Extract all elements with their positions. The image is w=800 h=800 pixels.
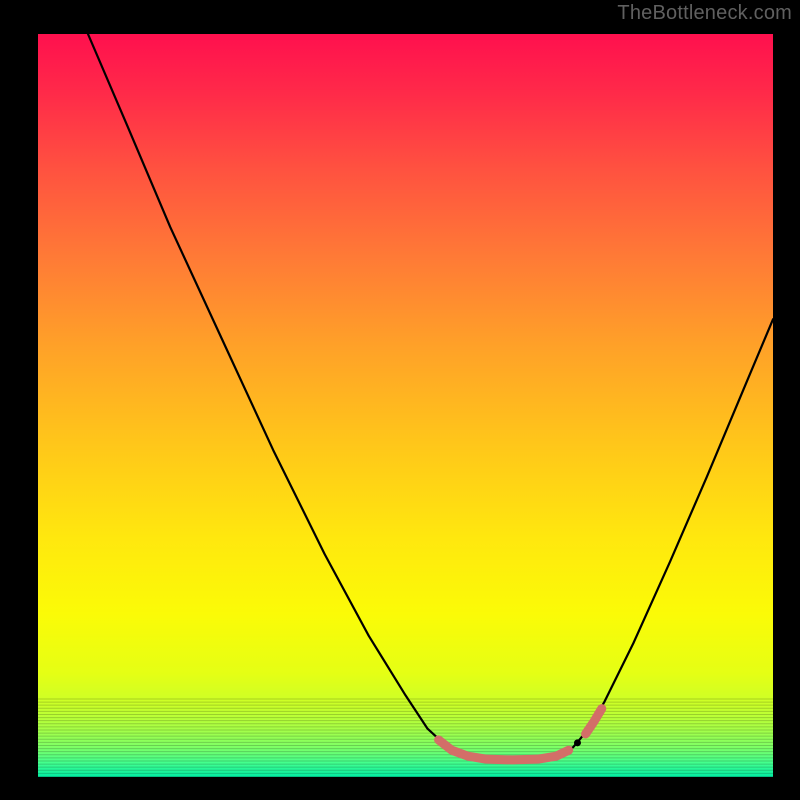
- chart-frame: TheBottleneck.com: [0, 0, 800, 800]
- gradient-background: [38, 34, 773, 777]
- attribution-text: TheBottleneck.com: [617, 2, 792, 25]
- plot-svg: [0, 0, 800, 800]
- accent-marker-dot: [574, 739, 581, 746]
